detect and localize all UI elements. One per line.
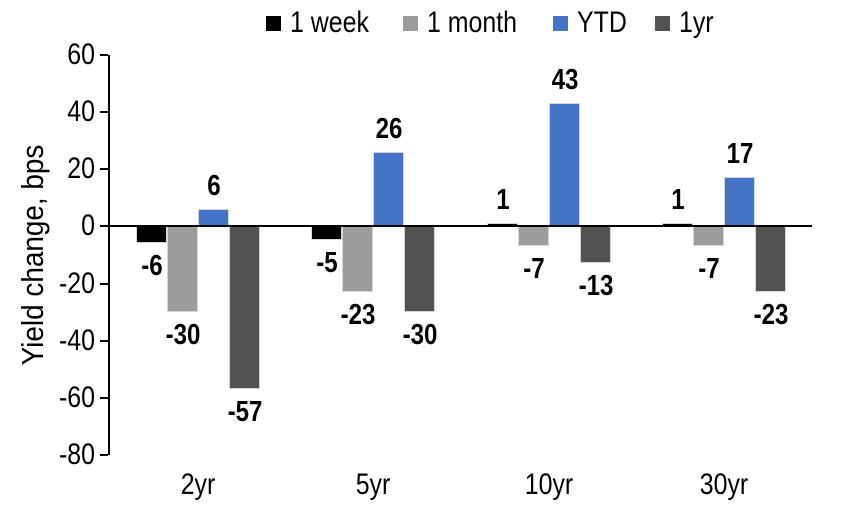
data-label: -23	[340, 299, 375, 331]
legend-label: YTD	[577, 6, 628, 39]
y-axis-tick-label: 60	[67, 38, 95, 71]
data-label: 43	[551, 64, 578, 96]
data-label: 6	[206, 170, 221, 202]
bar-1-week-2yr	[136, 226, 167, 243]
data-label: -57	[227, 396, 262, 428]
legend-label: 1 month	[427, 6, 518, 39]
bar-1-month-2yr	[167, 226, 198, 312]
legend-swatch-icon	[266, 15, 281, 31]
y-axis-tick	[100, 339, 108, 342]
data-label: 26	[375, 113, 402, 145]
bar-YTD-30yr	[724, 177, 755, 226]
data-label: 1	[670, 184, 685, 216]
bar-1-week-5yr	[311, 226, 342, 240]
bar-1yr-2yr	[229, 226, 260, 389]
y-axis-line	[108, 55, 110, 455]
y-axis-tick	[100, 111, 108, 114]
chart-legend: 1 week 1 month YTD 1yr	[266, 7, 721, 39]
legend-swatch-icon	[553, 15, 569, 31]
data-label: -30	[402, 319, 437, 351]
y-axis-tick	[100, 396, 108, 399]
legend-item-1yr: 1yr	[655, 7, 721, 39]
data-label: -7	[522, 253, 545, 285]
zero-line	[108, 225, 812, 227]
y-axis-tick	[100, 54, 108, 56]
y-axis-tick-label: -20	[59, 266, 95, 300]
y-axis-tick	[100, 454, 108, 456]
legend-item-1-month: 1 month	[403, 7, 535, 39]
y-axis-tick	[100, 225, 108, 228]
y-axis-tick-label: -60	[59, 380, 95, 414]
bar-1yr-30yr	[755, 226, 786, 292]
legend-swatch-icon	[403, 15, 419, 31]
bar-YTD-10yr	[549, 103, 580, 226]
y-axis-tick-label: 0	[81, 209, 95, 243]
legend-label: 1 week	[290, 6, 369, 39]
legend-item-1-week: 1 week	[266, 7, 385, 39]
bar-YTD-2yr	[198, 209, 229, 226]
y-axis-tick	[100, 282, 108, 285]
data-label: -13	[578, 270, 613, 302]
bar-YTD-5yr	[373, 152, 404, 226]
y-axis-tick-label: 20	[67, 152, 95, 186]
x-axis-label-10yr: 10yr	[524, 468, 574, 501]
bar-1-month-10yr	[518, 226, 549, 246]
y-axis-tick-label: 40	[67, 95, 95, 129]
data-label: 1	[495, 184, 510, 216]
data-label: -30	[165, 319, 200, 351]
data-label: -23	[753, 299, 788, 331]
legend-swatch-icon	[655, 15, 671, 31]
legend-label: 1yr	[679, 6, 715, 39]
y-axis-tick	[100, 168, 108, 171]
bar-1-month-30yr	[693, 226, 724, 246]
bar-1yr-10yr	[580, 226, 611, 263]
bar-1-month-5yr	[342, 226, 373, 292]
y-axis-tick-label: -80	[59, 438, 95, 471]
data-label: -7	[697, 253, 720, 285]
data-label: 17	[726, 138, 753, 170]
legend-item-YTD: YTD	[553, 7, 637, 39]
x-axis-label-5yr: 5yr	[355, 468, 391, 501]
x-axis-label-30yr: 30yr	[699, 468, 749, 501]
data-label: -5	[315, 247, 338, 279]
y-axis-tick-label: -40	[59, 323, 95, 357]
bar-1yr-5yr	[404, 226, 435, 312]
data-label: -6	[140, 250, 163, 282]
x-axis-label-2yr: 2yr	[180, 468, 216, 501]
